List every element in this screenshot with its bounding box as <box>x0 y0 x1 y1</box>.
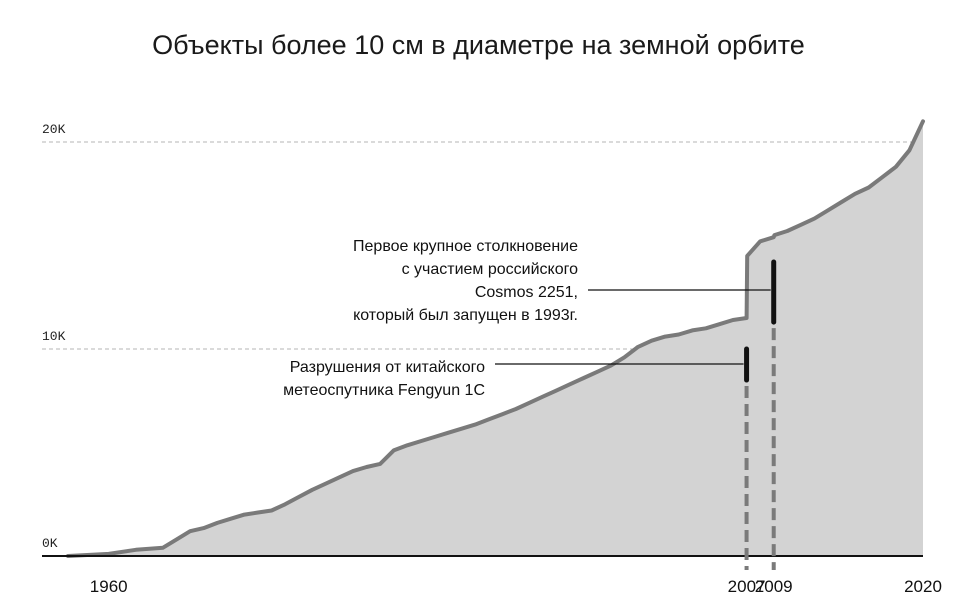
chart-title: Объекты более 10 см в диаметре на земной… <box>152 30 805 60</box>
area-layer <box>68 121 923 557</box>
annotation-2009-line-2: с участием российского <box>402 261 579 278</box>
annotation-2009-line-1: Первое крупное столкновение <box>353 238 578 255</box>
annotation-2009-line-4: который был запущен в 1993г. <box>353 307 578 324</box>
y-tick-label-10k: 10K <box>42 329 66 344</box>
annotation-2007-line-1: Разрушения от китайского <box>290 359 485 376</box>
y-tick-label-20k: 20K <box>42 122 66 137</box>
line-layer <box>42 119 925 558</box>
annotation-2009-line-3: Cosmos 2251, <box>475 284 578 301</box>
annotation-layer: Разрушения от китайского метеоспутника Fe… <box>283 238 771 399</box>
series-line <box>66 119 925 558</box>
x-tick-label-1960: 1960 <box>90 577 128 596</box>
x-tick-label-2020: 2020 <box>904 577 942 596</box>
annotation-2007-line-2: метеоспутника Fengyun 1C <box>283 382 485 399</box>
x-tick-label-2007: 2007 <box>728 577 766 596</box>
series-area <box>68 121 923 557</box>
y-tick-label-0k: 0K <box>42 536 58 551</box>
marker-layer <box>744 259 777 570</box>
x-tick-label-2009: 2009 <box>755 577 793 596</box>
